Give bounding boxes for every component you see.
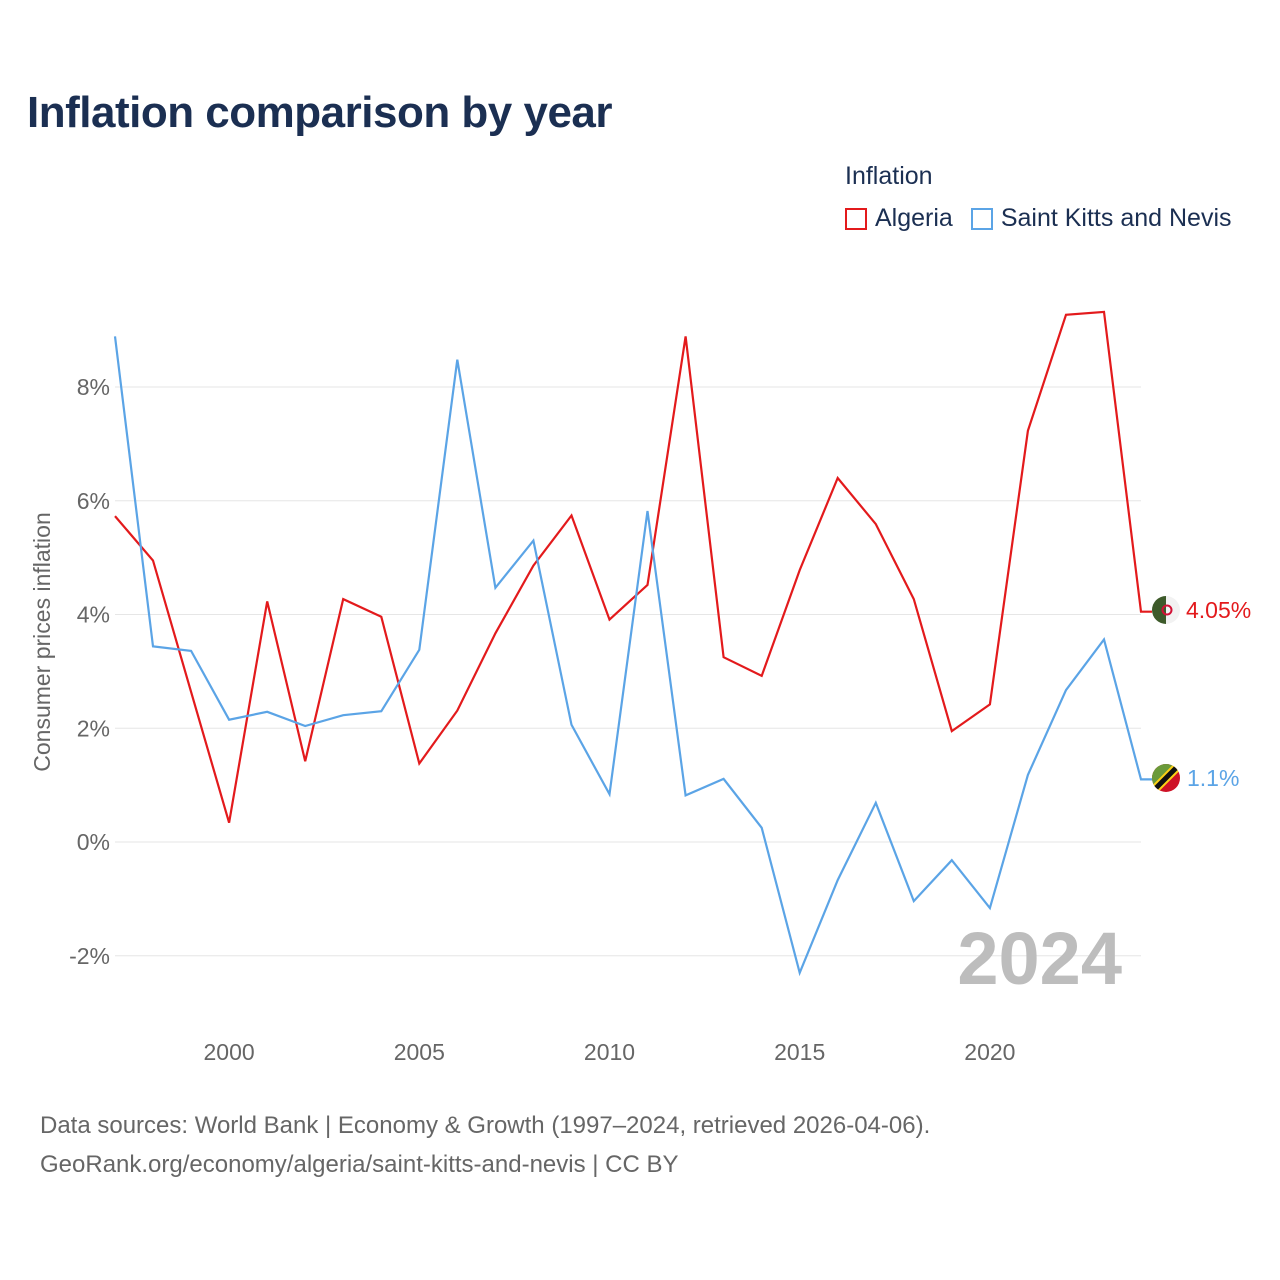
x-tick-label: 2015 [774,1039,825,1065]
algeria-flag-icon [1152,596,1180,624]
series-lines [113,310,1152,977]
x-tick-label: 2000 [204,1039,255,1065]
legend-swatch-saint-kitts-and-nevis [970,207,993,230]
legend-label-algeria: Algeria [875,204,953,232]
saint-kitts-and-nevis-end-value-label: 1.1% [1187,765,1239,791]
y-tick-label: 8% [77,374,110,400]
legend-label-saint-kitts-and-nevis: Saint Kitts and Nevis [1000,204,1232,232]
footer-sources: Data sources: World Bank | Economy & Gro… [40,1112,931,1139]
x-tick-label: 2020 [964,1039,1015,1065]
gridlines [115,386,1141,957]
footer-attribution[interactable]: GeoRank.org/economy/algeria/saint-kitts-… [40,1151,679,1178]
algeria-end-value-label: 4.05% [1186,597,1251,623]
series-line-saint-kitts-and-nevis [113,336,1152,977]
legend-item-saint-kitts-and-nevis[interactable]: Saint Kitts and Nevis [970,204,1232,233]
y-axis-label: Consumer prices inflation [29,512,55,772]
x-axis-ticks: 2000 2005 2010 2015 2020 [204,1039,1016,1065]
year-watermark: 2024 [957,917,1122,1000]
legend-item-algeria[interactable]: Algeria [845,204,953,233]
y-tick-label: 6% [77,488,110,514]
footer: Data sources: World Bank | Economy & Gro… [40,1106,930,1184]
y-axis-ticks: -2% 0% 2% 4% 6% 8% [69,374,110,969]
chart-title: Inflation comparison by year [27,88,613,137]
legend-title: Inflation [845,162,933,190]
y-tick-label: 0% [77,829,110,855]
saint-kitts-and-nevis-flag-icon [1152,764,1180,792]
y-tick-label: -2% [69,943,110,969]
y-tick-label: 4% [77,602,110,628]
legend-swatch-algeria [845,207,867,230]
series-line-algeria [114,310,1152,824]
x-tick-label: 2010 [584,1039,635,1065]
y-tick-label: 2% [77,715,110,741]
legend: Algeria Saint Kitts and Nevis [845,204,1250,233]
x-tick-label: 2005 [394,1039,445,1065]
